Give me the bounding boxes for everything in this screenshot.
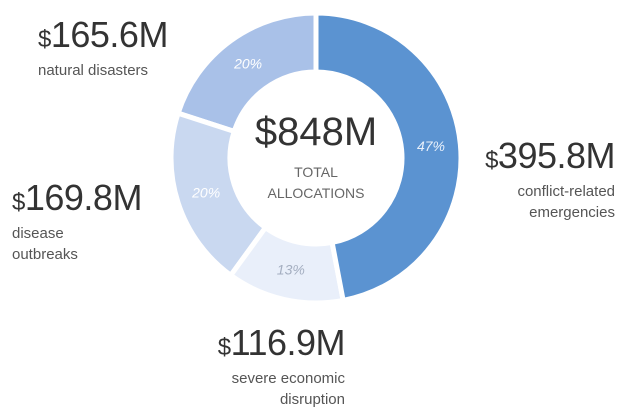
slice-category: conflict-related emergencies	[517, 183, 615, 221]
slice-amount: $116.9M	[217, 322, 346, 363]
slice-amount: $395.8M	[485, 135, 615, 176]
slice-value-label: 20%	[191, 184, 220, 200]
donut-slice	[227, 224, 347, 306]
slice-amount: $169.8M	[12, 177, 142, 218]
slice-value-label: 20%	[233, 55, 262, 71]
center-label: TOTAL	[294, 164, 338, 180]
slice-amount: $165.6M	[38, 14, 168, 55]
slice-category: natural disasters	[38, 62, 149, 79]
center-value: $848M	[255, 110, 377, 154]
slice-label: $169.8M disease outbreaks	[12, 177, 142, 265]
slice-value-label: 47%	[417, 138, 445, 154]
donut-slice	[313, 10, 464, 304]
donut-slice	[168, 110, 269, 279]
center-label: ALLOCATIONS	[268, 185, 365, 201]
slice-category: severe economic disruption	[231, 370, 345, 408]
slice-value-label: 13%	[277, 261, 305, 277]
slice-category: disease outbreaks	[12, 225, 78, 263]
donut-slice	[174, 10, 319, 135]
slice-label: $116.9M severe economic disruption	[195, 322, 346, 410]
slice-label: $395.8M conflict-related emergencies	[455, 136, 615, 223]
slice-label: $165.6M natural disasters	[38, 15, 198, 81]
